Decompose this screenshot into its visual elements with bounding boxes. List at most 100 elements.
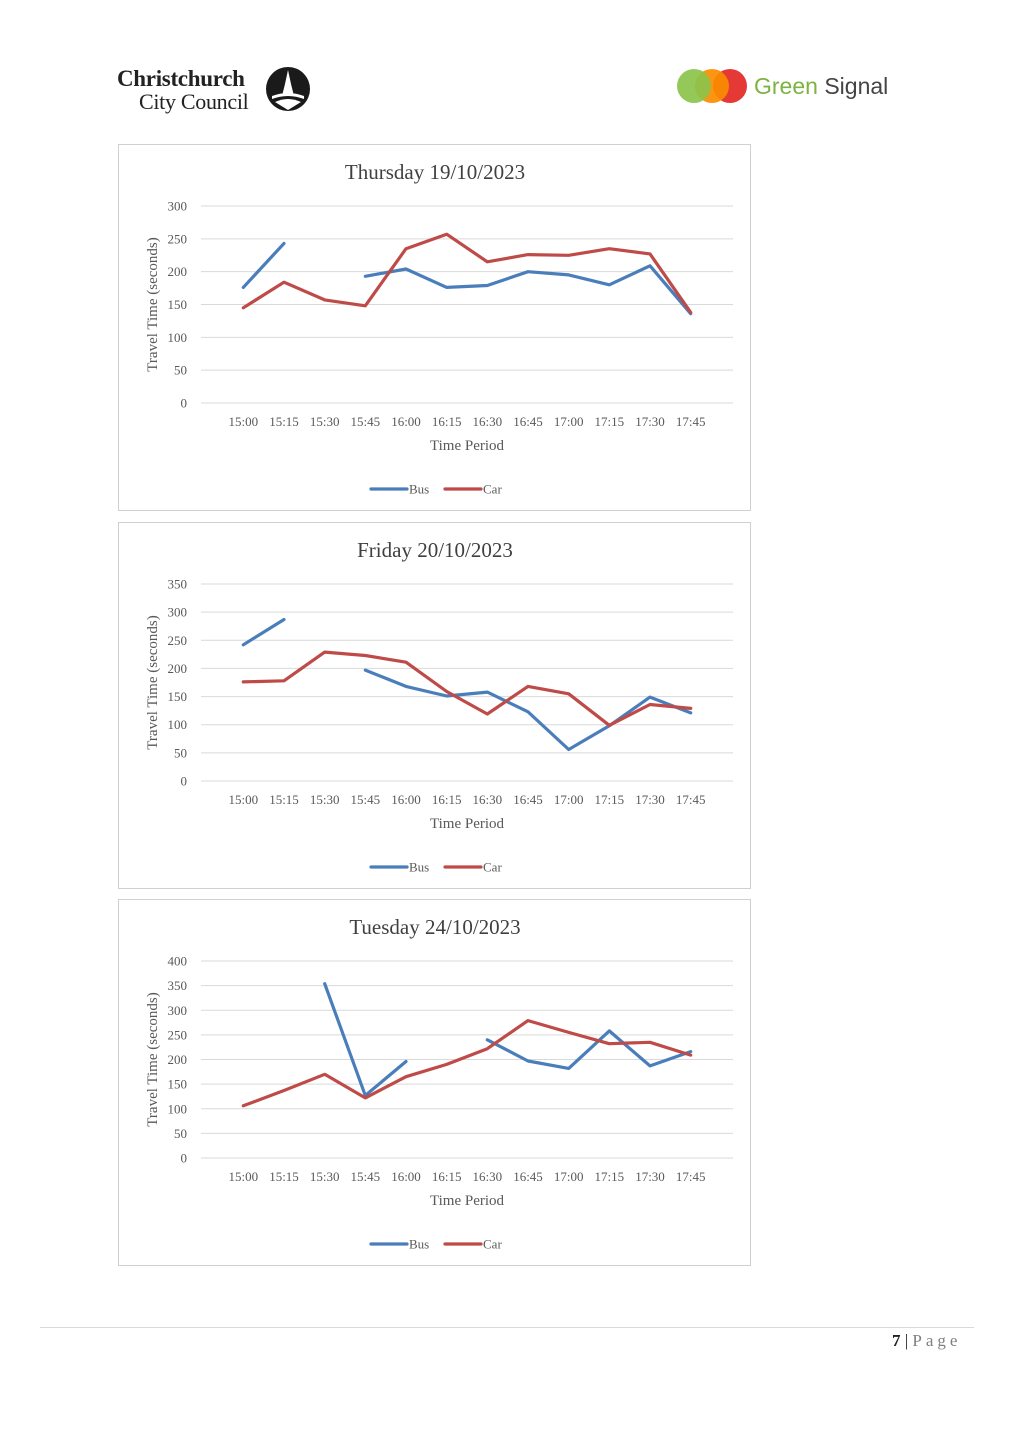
- x-axis-title: Time Period: [430, 438, 505, 454]
- y-tick-label: 200: [168, 1052, 188, 1067]
- series-line-bus: [241, 241, 286, 289]
- x-tick-label: 16:15: [432, 414, 462, 429]
- green-signal-logo: Green Signal: [674, 66, 894, 108]
- x-tick-label: 16:00: [391, 1169, 421, 1184]
- y-tick-label: 150: [168, 689, 188, 704]
- y-tick-label: 0: [181, 396, 188, 411]
- x-tick-label: 17:45: [676, 414, 706, 429]
- traffic-light-circles-icon: [677, 69, 747, 103]
- y-axis-title: Travel Time (seconds): [145, 992, 161, 1126]
- gs-word-signal: Signal: [824, 73, 889, 99]
- y-tick-label: 100: [168, 330, 188, 345]
- y-tick-label: 350: [168, 577, 188, 592]
- page-number-footer: 7 | Page: [892, 1331, 961, 1351]
- x-tick-label: 15:30: [310, 414, 340, 429]
- y-tick-label: 250: [168, 633, 188, 648]
- legend-label-car: Car: [483, 482, 502, 497]
- x-tick-label: 17:30: [635, 414, 665, 429]
- chart-panel-friday: Friday 20/10/2023 0 50 100 150 200 250 300 350 15…: [118, 522, 751, 889]
- y-tick-label: 250: [168, 1027, 188, 1042]
- series-line-bus: [485, 1029, 693, 1070]
- x-tick-label: 17:15: [595, 414, 625, 429]
- x-tick-label: 15:00: [229, 414, 259, 429]
- y-axis-title: Travel Time (seconds): [145, 615, 161, 749]
- x-tick-label: 16:30: [473, 1169, 503, 1184]
- y-tick-label: 400: [168, 954, 188, 969]
- cathedral-emblem-icon: [266, 67, 310, 111]
- y-tick-label: 200: [168, 661, 188, 676]
- x-tick-label: 15:45: [351, 1169, 381, 1184]
- x-tick-label: 15:45: [351, 792, 381, 807]
- x-tick-label: 16:45: [513, 414, 543, 429]
- x-tick-label: 15:00: [229, 1169, 259, 1184]
- ccc-logo-line2: City Council: [139, 89, 249, 114]
- series-line-car: [241, 650, 693, 727]
- x-tick-label: 17:15: [595, 792, 625, 807]
- x-tick-label: 16:30: [473, 792, 503, 807]
- x-tick-label: 16:45: [513, 1169, 543, 1184]
- x-tick-label: 16:45: [513, 792, 543, 807]
- y-tick-label: 0: [181, 774, 188, 789]
- page-word: Page: [912, 1331, 962, 1350]
- series-line-bus: [363, 264, 693, 316]
- x-tick-label: 15:00: [229, 792, 259, 807]
- legend-label-car: Car: [483, 860, 502, 875]
- y-tick-label: 50: [174, 363, 187, 378]
- y-tick-label: 200: [168, 264, 188, 279]
- ccc-logo-line1: Christchurch: [117, 66, 245, 91]
- y-tick-label: 150: [168, 1077, 188, 1092]
- page-header: Christchurch City Council Green Signal: [0, 0, 1012, 130]
- series-line-car: [241, 232, 693, 314]
- footer-divider: [40, 1327, 974, 1328]
- x-axis-title: Time Period: [430, 1193, 505, 1209]
- chart-title: Tuesday 24/10/2023: [349, 915, 520, 939]
- y-tick-label: 50: [174, 745, 187, 760]
- x-tick-label: 17:15: [595, 1169, 625, 1184]
- line-chart-friday: Friday 20/10/2023 0 50 100 150 200 250 300 350 15…: [145, 538, 733, 875]
- legend-label-bus: Bus: [409, 1237, 429, 1252]
- y-tick-label: 250: [168, 231, 188, 246]
- page-separator: |: [904, 1331, 909, 1350]
- legend-label-bus: Bus: [409, 482, 429, 497]
- x-tick-label: 17:45: [676, 1169, 706, 1184]
- series-line-bus: [323, 982, 408, 1098]
- x-tick-label: 17:45: [676, 792, 706, 807]
- x-axis-title: Time Period: [430, 816, 505, 832]
- y-tick-label: 100: [168, 1101, 188, 1116]
- x-tick-label: 16:00: [391, 414, 421, 429]
- x-tick-label: 17:00: [554, 414, 584, 429]
- x-tick-label: 15:45: [351, 414, 381, 429]
- christchurch-city-council-logo: Christchurch City Council: [117, 64, 317, 116]
- x-tick-label: 15:15: [269, 1169, 299, 1184]
- x-tick-label: 17:30: [635, 1169, 665, 1184]
- y-tick-label: 100: [168, 717, 188, 732]
- x-tick-label: 17:00: [554, 792, 584, 807]
- y-tick-label: 350: [168, 978, 188, 993]
- series-line-car: [241, 1018, 693, 1108]
- page-number: 7: [892, 1331, 901, 1350]
- series-line-bus: [241, 617, 286, 647]
- x-tick-label: 15:30: [310, 792, 340, 807]
- chart-title: Thursday 19/10/2023: [345, 160, 525, 184]
- y-tick-label: 300: [168, 605, 188, 620]
- x-tick-label: 15:15: [269, 414, 299, 429]
- y-tick-label: 300: [168, 199, 188, 214]
- green-signal-wordmark: Green Signal: [754, 73, 888, 100]
- x-tick-label: 15:15: [269, 792, 299, 807]
- x-tick-label: 16:15: [432, 1169, 462, 1184]
- line-chart-tuesday: Tuesday 24/10/2023 0 50 100 150 200 250 300 350 4…: [145, 915, 733, 1252]
- y-axis-title: Travel Time (seconds): [145, 237, 161, 371]
- x-tick-label: 16:00: [391, 792, 421, 807]
- x-tick-label: 16:15: [432, 792, 462, 807]
- chart-panel-thursday: Thursday 19/10/2023 0 50 100 150 200 250 300 15:…: [118, 144, 751, 511]
- y-tick-label: 0: [181, 1151, 188, 1166]
- x-tick-label: 16:30: [473, 414, 503, 429]
- y-tick-label: 300: [168, 1003, 188, 1018]
- x-tick-label: 15:30: [310, 1169, 340, 1184]
- line-chart-thursday: Thursday 19/10/2023 0 50 100 150 200 250 300 15:…: [145, 160, 733, 497]
- x-tick-label: 17:30: [635, 792, 665, 807]
- chart-title: Friday 20/10/2023: [357, 538, 513, 562]
- x-tick-label: 17:00: [554, 1169, 584, 1184]
- chart-panel-tuesday: Tuesday 24/10/2023 0 50 100 150 200 250 300 350 4…: [118, 899, 751, 1266]
- y-tick-label: 50: [174, 1126, 187, 1141]
